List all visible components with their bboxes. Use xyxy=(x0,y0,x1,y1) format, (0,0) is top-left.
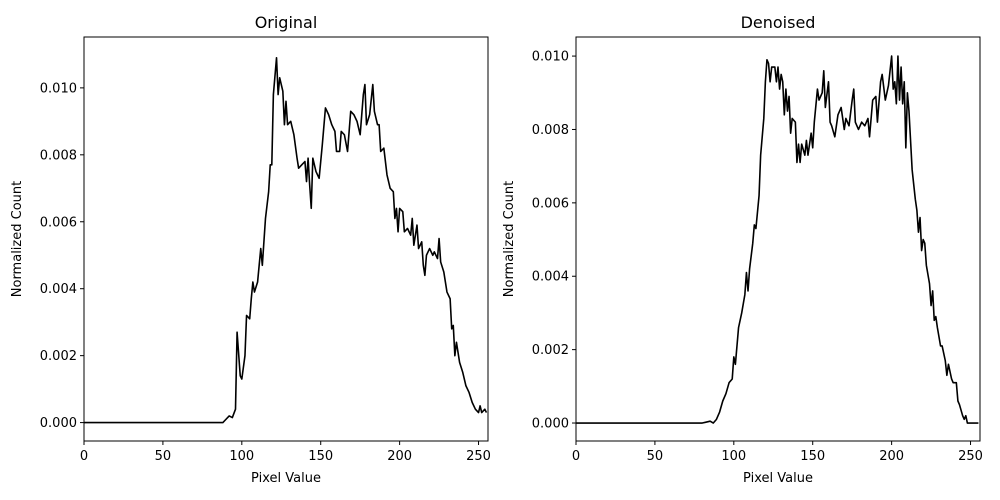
chart-title: Denoised xyxy=(741,13,816,32)
x-tick-label: 200 xyxy=(387,449,412,464)
y-tick-label: 0.002 xyxy=(532,343,569,358)
y-tick-label: 0.006 xyxy=(532,196,569,211)
plot-frame xyxy=(83,36,489,442)
y-tick-label: 0.002 xyxy=(40,349,77,364)
y-axis-label: Normalized Count xyxy=(10,181,25,297)
x-tick-label: 150 xyxy=(800,449,825,464)
x-tick-label: 200 xyxy=(879,449,904,464)
x-tick-label: 0 xyxy=(80,449,88,464)
x-tick-label: 250 xyxy=(466,449,491,464)
x-tick-label: 100 xyxy=(229,449,254,464)
y-tick-label: 0.010 xyxy=(532,50,569,65)
y-tick-label: 0.004 xyxy=(40,282,77,297)
x-tick-label: 150 xyxy=(308,449,333,464)
y-tick-label: 0.008 xyxy=(40,148,77,163)
y-tick-label: 0.000 xyxy=(532,417,569,432)
y-tick-label: 0.010 xyxy=(40,81,77,96)
y-axis-label: Normalized Count xyxy=(502,181,517,297)
x-tick-label: 50 xyxy=(155,449,172,464)
plot-frame xyxy=(575,36,981,442)
x-tick-label: 0 xyxy=(572,449,580,464)
x-tick-label: 50 xyxy=(647,449,664,464)
data-line xyxy=(84,56,488,424)
data-line xyxy=(576,55,979,424)
y-tick-label: 0.006 xyxy=(40,215,77,230)
y-tick-label: 0.000 xyxy=(40,416,77,431)
chart-title: Original xyxy=(255,13,318,32)
y-tick-label: 0.008 xyxy=(532,123,569,138)
x-tick-label: 250 xyxy=(958,449,983,464)
x-axis-label: Pixel Value xyxy=(251,471,321,486)
x-axis-label: Pixel Value xyxy=(743,471,813,486)
y-tick-label: 0.004 xyxy=(532,270,569,285)
x-tick-label: 100 xyxy=(721,449,746,464)
